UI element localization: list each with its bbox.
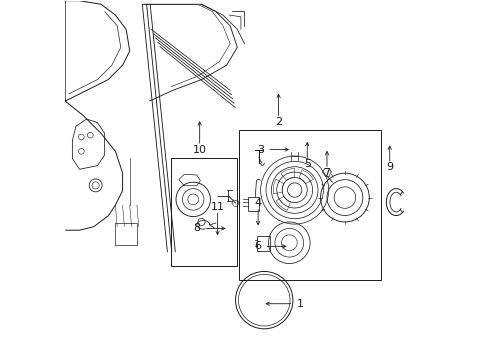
Text: 1: 1	[296, 299, 303, 309]
Bar	[257, 236, 269, 251]
Text: 11: 11	[210, 202, 224, 212]
Text: 8: 8	[193, 224, 200, 233]
Text: 2: 2	[274, 117, 282, 127]
Bar	[239, 130, 380, 280]
Text: 7: 7	[323, 168, 330, 178]
Text: 10: 10	[192, 144, 206, 154]
Text: 4: 4	[254, 198, 261, 208]
Text: 6: 6	[254, 241, 261, 251]
Text: 9: 9	[386, 162, 392, 172]
Bar	[171, 158, 237, 266]
Text: 5: 5	[303, 159, 310, 169]
Text: 3: 3	[257, 144, 264, 154]
Bar	[247, 197, 258, 211]
